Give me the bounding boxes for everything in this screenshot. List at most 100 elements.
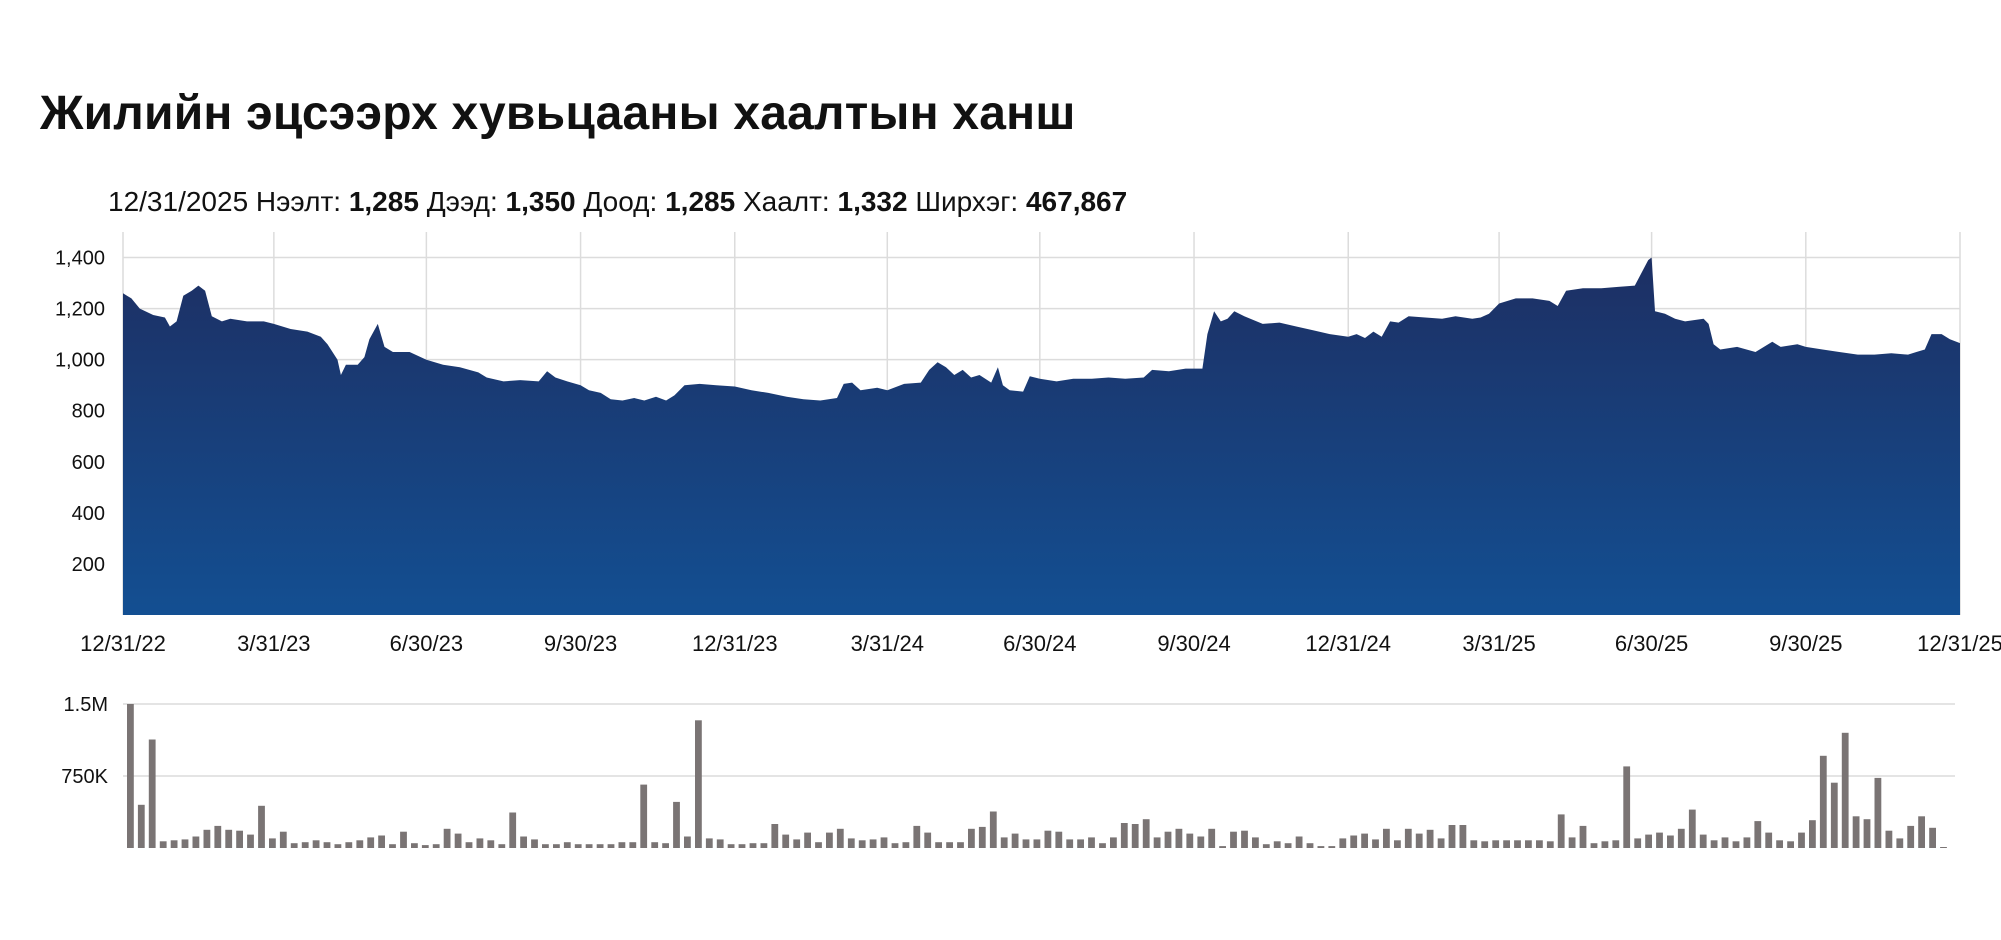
volume-bar	[443, 828, 451, 848]
volume-bar	[181, 839, 189, 848]
volume-y-tick-label: 1.5M	[64, 694, 108, 716]
ohlc-date: 12/31/2025	[108, 186, 249, 217]
price-x-tick-label: 6/30/24	[1003, 631, 1076, 656]
volume-bar	[815, 842, 822, 848]
volume-bar	[1699, 834, 1707, 848]
volume-bar	[1262, 844, 1270, 848]
volume-bar	[1841, 732, 1849, 848]
volume-bar	[323, 842, 331, 848]
price-y-tick-label: 600	[72, 452, 105, 474]
price-y-tick-label: 200	[72, 554, 105, 576]
page-title: Жилийн эцсээрх хувьцааны хаалтын ханш	[40, 87, 1076, 140]
volume-bar	[1230, 831, 1237, 848]
volume-bar	[334, 844, 342, 848]
price-y-tick-label: 800	[72, 401, 105, 423]
price-x-tick-label: 9/30/25	[1769, 631, 1842, 656]
volume-bar	[1710, 840, 1718, 848]
low-label: Доод:	[583, 186, 658, 217]
volume-bar	[1863, 819, 1871, 848]
volume-bar	[1110, 837, 1117, 848]
volume-bar	[1394, 840, 1401, 848]
volume-bar	[968, 828, 975, 848]
volume-bar	[236, 830, 243, 848]
volume-bar	[1667, 835, 1674, 848]
volume-bar	[1066, 839, 1074, 848]
volume-bar	[1404, 828, 1412, 848]
volume-bar	[1688, 809, 1696, 848]
volume-bar	[662, 843, 669, 848]
volume-bar	[509, 812, 517, 848]
volume-bar	[957, 842, 964, 848]
volume-bar	[1634, 838, 1642, 848]
volume-y-tick-label: 750K	[61, 766, 108, 788]
volume-bar	[159, 841, 167, 848]
volume-bar	[1568, 837, 1576, 848]
price-x-axis: 12/31/22 3/31/23 6/30/23 9/30/23 12/31/23 3/3…	[80, 631, 2001, 656]
volume-bar	[989, 811, 997, 848]
volume-bar	[1000, 837, 1008, 848]
volume-bar	[1612, 840, 1620, 848]
volume-bar	[1481, 841, 1489, 848]
volume-bar	[869, 839, 877, 848]
volume-bar	[465, 842, 473, 848]
volume-bar	[1852, 816, 1860, 848]
volume-bar	[279, 831, 287, 848]
volume-bar	[498, 844, 506, 848]
volume-bar	[1940, 847, 1947, 848]
volume-bar	[137, 804, 145, 848]
volume-bar	[531, 839, 538, 848]
volume-bar	[749, 843, 757, 848]
volume-bar	[1677, 828, 1685, 848]
volume-bars	[127, 704, 1947, 848]
volume-bar	[935, 842, 942, 848]
volume-bar	[1383, 828, 1390, 848]
volume-bar	[771, 824, 779, 848]
open-label: Нээлт:	[255, 186, 342, 217]
volume-bar	[858, 840, 866, 848]
volume-bar	[1284, 843, 1292, 848]
price-area	[123, 257, 1960, 615]
volume-bar	[978, 826, 986, 848]
volume-bar	[1525, 840, 1532, 848]
volume-bar	[760, 843, 768, 848]
volume-bar	[1208, 828, 1216, 848]
volume-bar	[1197, 836, 1205, 848]
volume-bar	[1601, 841, 1609, 848]
volume-bar	[1131, 824, 1139, 848]
volume-bar	[640, 784, 648, 848]
volume-bar	[716, 839, 724, 848]
low-value: 1,285	[665, 186, 736, 217]
volume-bar	[563, 842, 571, 848]
price-x-tick-label: 3/31/24	[851, 631, 924, 656]
volume-label: Ширхэг:	[915, 186, 1019, 217]
close-value: 1,332	[837, 186, 908, 217]
high-value: 1,350	[505, 186, 576, 217]
price-x-tick-label: 12/31/24	[1305, 631, 1391, 656]
volume-bar	[1033, 839, 1041, 848]
volume-bar	[367, 837, 375, 848]
volume-bar	[1252, 837, 1259, 848]
volume-bar	[1372, 839, 1379, 848]
volume-bar	[1099, 843, 1106, 848]
price-y-tick-label: 1,000	[55, 350, 105, 372]
volume-bar	[1546, 841, 1554, 848]
volume-bar	[1503, 840, 1510, 848]
volume-bar	[170, 840, 178, 848]
price-y-tick-label: 1,200	[55, 299, 105, 321]
volume-bar	[1896, 838, 1904, 848]
price-x-tick-label: 12/31/23	[692, 631, 778, 656]
volume-bar	[1536, 840, 1543, 848]
volume-y-axis: 1.5M 750K	[61, 694, 108, 788]
volume-bar	[421, 845, 429, 848]
volume-bar	[793, 839, 801, 848]
volume-bar	[553, 844, 560, 848]
price-x-tick-label: 6/30/23	[390, 631, 463, 656]
volume-bar	[1339, 838, 1347, 848]
open-value: 1,285	[348, 186, 419, 217]
price-y-tick-label: 400	[72, 503, 105, 525]
volume-bar	[1142, 819, 1150, 848]
volume-bar	[1929, 827, 1936, 848]
volume-bar	[1328, 846, 1336, 848]
volume-bar	[1830, 782, 1838, 848]
